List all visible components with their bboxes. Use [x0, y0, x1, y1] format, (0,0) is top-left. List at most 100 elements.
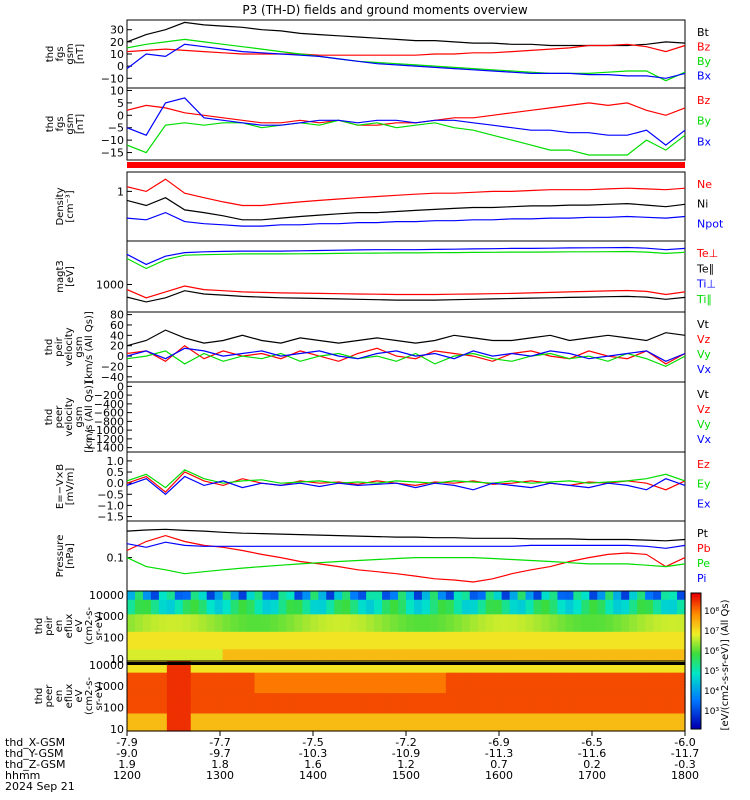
spectrogram-cell — [318, 710, 327, 715]
spectrogram-cell — [637, 628, 646, 633]
spectrogram-cell — [150, 623, 160, 627]
spectrogram-cell — [254, 693, 264, 697]
spectrogram-cell — [350, 728, 359, 732]
colorbar-cell — [691, 626, 701, 630]
spectrogram-cell — [541, 690, 551, 694]
spectrogram-cell — [238, 716, 248, 720]
spectrogram-cell — [286, 634, 295, 639]
spectrogram-cell — [238, 623, 248, 627]
spectrogram-cell — [182, 713, 192, 718]
spectrogram-cell — [270, 710, 280, 715]
spectrogram-cell — [621, 623, 630, 627]
spectrogram-cell — [278, 707, 288, 712]
spectrogram-cell — [278, 608, 288, 613]
spectrogram-cell — [222, 631, 232, 636]
spectrogram-cell — [374, 631, 383, 636]
spectrogram-cell — [198, 728, 208, 732]
spectrogram-cell — [573, 713, 582, 718]
spectrogram-cell — [597, 669, 606, 674]
spectrogram-cell — [413, 655, 423, 659]
spectrogram-cell — [525, 605, 535, 610]
spectrogram-cell — [214, 713, 224, 718]
spectrogram-cell — [238, 611, 248, 615]
spectrogram-cell — [406, 722, 415, 726]
spectrogram-cell — [621, 649, 630, 653]
spectrogram-cell — [549, 669, 559, 674]
spectrogram-cell — [549, 611, 559, 615]
spectrogram-cell — [238, 698, 248, 703]
spectrogram-cell — [573, 611, 582, 615]
ephemeris-row-label: hhmm — [5, 769, 40, 782]
spectrogram-cell — [485, 716, 495, 720]
spectrogram-cell — [270, 620, 280, 624]
spectrogram-cell — [166, 614, 176, 618]
spectrogram-cell — [541, 710, 551, 715]
spectrogram-cell — [142, 681, 152, 685]
spectrogram-cell — [477, 593, 487, 598]
spectrogram-cell — [533, 681, 543, 685]
spectrogram-cell — [461, 684, 471, 688]
spectrogram-cell — [166, 678, 176, 683]
spectrogram-cell — [182, 710, 192, 715]
spectrogram-cell — [661, 646, 670, 650]
spectrogram-cell — [350, 596, 359, 601]
spectrogram-cell — [493, 716, 503, 720]
spectrogram-cell — [573, 719, 582, 723]
spectrogram-cell — [166, 696, 176, 700]
spectrogram-cell — [677, 655, 686, 659]
spectrogram-cell — [629, 658, 638, 662]
y-axis-label-line: thd — [44, 409, 55, 426]
spectrogram-cell — [254, 728, 264, 732]
spectrogram-cell — [517, 687, 527, 691]
spectrogram-cell — [461, 596, 471, 601]
y-tick-label: 20 — [110, 36, 124, 49]
spectrogram-cell — [485, 658, 495, 662]
spectrogram-cell — [182, 690, 192, 694]
spectrogram-cell — [493, 672, 503, 677]
spectrogram-cell — [278, 678, 288, 683]
spectrogram-cell — [573, 643, 582, 648]
series-line-Bt — [126, 21, 686, 47]
spectrogram-cell — [589, 725, 598, 729]
y-tick-label: 40 — [110, 329, 124, 342]
spectrogram-cell — [182, 663, 192, 668]
spectrogram-cell — [653, 599, 662, 604]
spectrogram-cell — [198, 608, 208, 613]
spectrogram-cell — [206, 620, 216, 624]
spectrogram-cell — [142, 628, 152, 633]
spectrogram-cell — [557, 614, 567, 618]
colorbar-cell — [691, 617, 701, 621]
spectrogram-cell — [421, 681, 431, 685]
spectrogram-cell — [198, 640, 208, 645]
spectrogram-cell — [629, 722, 638, 726]
spectrogram-cell — [398, 643, 407, 648]
spectrogram-cell — [318, 696, 327, 700]
spectrogram-cell — [286, 605, 295, 610]
spectrogram-cell — [158, 678, 168, 683]
spectrogram-cell — [182, 602, 192, 607]
spectrogram-cell — [613, 710, 622, 715]
spectrogram-cell — [453, 710, 463, 715]
y-tick-label: 20 — [110, 340, 124, 353]
spectrogram-cell — [493, 728, 503, 732]
spectrogram-cell — [429, 643, 439, 648]
spectrogram-cell — [390, 626, 399, 630]
spectrogram-cell — [477, 608, 487, 613]
spectrogram-cell — [182, 693, 192, 697]
spectrogram-cell — [501, 596, 511, 601]
spectrogram-cell — [206, 599, 216, 604]
spectrogram-cell — [677, 678, 686, 683]
spectrogram-cell — [278, 687, 288, 691]
spectrogram-cell — [549, 722, 559, 726]
spectrogram-cell — [549, 696, 559, 700]
spectrogram-cell — [661, 599, 670, 604]
spectrogram-cell — [477, 655, 487, 659]
spectrogram-cell — [254, 620, 264, 624]
spectrogram-cell — [557, 596, 567, 601]
spectrogram-cell — [206, 704, 216, 709]
spectrogram-cell — [326, 725, 335, 729]
spectrogram-cell — [127, 710, 136, 715]
spectrogram-cell — [286, 704, 295, 709]
spectrogram-cell — [677, 608, 686, 613]
spectrogram-cell — [326, 658, 335, 662]
